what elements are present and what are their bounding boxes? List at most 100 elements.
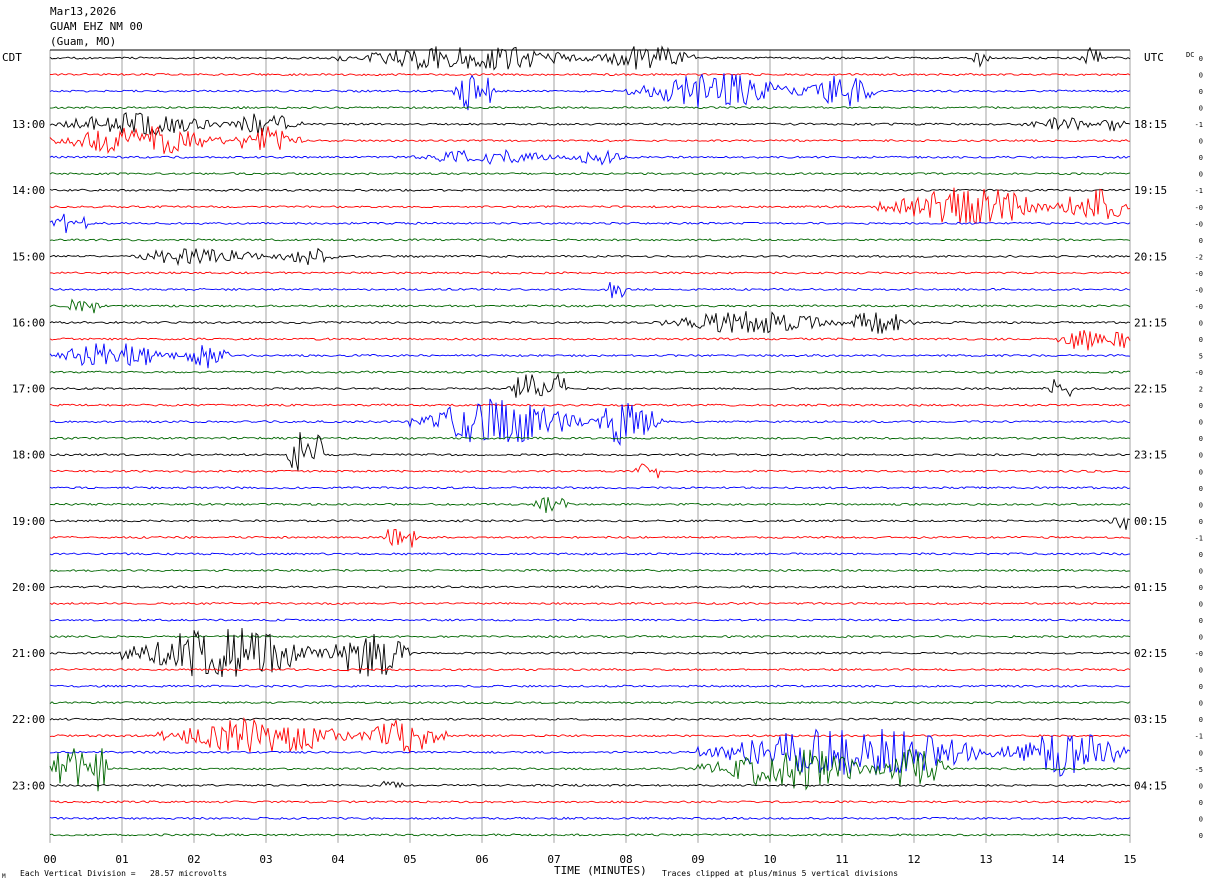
right-zone-label: UTC: [1144, 51, 1164, 64]
dc-offset-value: -0: [1195, 286, 1203, 294]
trace-line: [49, 717, 1131, 721]
trace-line: [49, 330, 1131, 351]
right-time-label: 18:15: [1134, 118, 1167, 131]
dc-offset-value: -0: [1195, 204, 1203, 212]
dc-offset-value: 0: [1199, 617, 1203, 625]
right-time-label: 20:15: [1134, 250, 1167, 263]
trace-line: [49, 585, 1131, 589]
trace-line: [49, 298, 1131, 314]
dc-offset-value: 2: [1199, 386, 1203, 394]
dc-offset-value: 0: [1199, 551, 1203, 559]
right-time-label: 01:15: [1134, 581, 1167, 594]
x-tick-label: 01: [115, 853, 128, 866]
right-time-label: 02:15: [1134, 647, 1167, 660]
x-tick-label: 06: [475, 853, 488, 866]
left-time-label: 15:00: [12, 250, 45, 263]
dc-offset-value: 0: [1199, 567, 1203, 575]
left-time-label: 20:00: [12, 581, 45, 594]
x-tick-label: 12: [907, 853, 920, 866]
left-time-label: 13:00: [12, 118, 45, 131]
x-tick-label: 08: [619, 853, 632, 866]
trace-line: [49, 372, 1131, 398]
x-tick-label: 00: [43, 853, 56, 866]
trace-line: [49, 370, 1131, 374]
dc-offset-value: -1: [1195, 534, 1203, 542]
dc-offset-value: 0: [1199, 154, 1203, 162]
x-tick-label: 15: [1123, 853, 1136, 866]
dc-offset-value: 0: [1199, 402, 1203, 410]
dc-offset-value: -1: [1195, 187, 1203, 195]
left-zone-label: CDT: [2, 51, 22, 64]
trace-line: [49, 436, 1131, 440]
left-time-labels: 13:00 14:00 15:00 16:00 17:00 18:00 19:00 20:00…: [12, 118, 45, 792]
trace-line: [49, 281, 1131, 299]
dc-offset-value: 0: [1199, 799, 1203, 807]
trace-line: [49, 486, 1131, 490]
right-time-label: 21:15: [1134, 316, 1167, 329]
trace-line: [49, 238, 1131, 242]
x-tick-label: 09: [691, 853, 704, 866]
dc-offset-value: 0: [1199, 667, 1203, 675]
trace-line: [49, 403, 1131, 407]
dc-offset-value: 0: [1199, 319, 1203, 327]
dc-offset-value: -2: [1195, 253, 1203, 261]
dc-offset-value: 0: [1199, 435, 1203, 443]
dc-offset-value: 0: [1199, 518, 1203, 526]
dc-offset-value: 0: [1199, 468, 1203, 476]
header-date: Mar13,2026: [50, 5, 116, 18]
dc-offset-value: 0: [1199, 105, 1203, 113]
dc-offset-labels: 0 0 0 0 -1 0 0 0 -1 -0 -0 0 -2 -0 -0 -0 0 0 5 -0 2 0 0 0 0 0 0 0 0 -1…: [1195, 55, 1203, 840]
x-axis-label: TIME (MINUTES): [554, 864, 647, 877]
dc-offset-value: 0: [1199, 55, 1203, 63]
dc-offset-value: -0: [1195, 650, 1203, 658]
dc-offset-value: 5: [1199, 353, 1203, 361]
trace-line: [49, 552, 1131, 556]
left-time-label: 17:00: [12, 383, 45, 396]
dc-offset-value: 0: [1199, 171, 1203, 179]
trace-line: [49, 800, 1131, 804]
trace-line: [49, 497, 1131, 513]
dc-offset-value: 0: [1199, 485, 1203, 493]
trace-line: [49, 271, 1131, 275]
dc-offset-value: 0: [1199, 452, 1203, 460]
dc-offset-value: 0: [1199, 832, 1203, 840]
x-tick-label: 04: [331, 853, 345, 866]
header-station: GUAM EHZ NM 00: [50, 20, 143, 33]
trace-line: [49, 213, 1131, 234]
trace-line: [49, 635, 1131, 639]
trace-line: [49, 148, 1130, 166]
dc-offset-value: 0: [1199, 88, 1203, 96]
trace-line: [49, 45, 1131, 71]
dc-offset-value: -0: [1195, 270, 1203, 278]
trace-line: [49, 618, 1131, 622]
dc-offset-value: 0: [1199, 683, 1203, 691]
dc-offset-value: 0: [1199, 700, 1203, 708]
dc-offset-value: 0: [1199, 716, 1203, 724]
trace-line: [49, 398, 1131, 446]
seismic-traces: [49, 45, 1131, 837]
dc-offset-value: 0: [1199, 72, 1203, 80]
right-time-label: 00:15: [1134, 515, 1167, 528]
trace-line: [49, 516, 1131, 530]
x-axis-ticks: 00 01 02 03 04 05 06 07 08 09 10 11 12 13 14 15: [43, 853, 1136, 866]
trace-line: [49, 112, 1131, 136]
trace-line: [49, 126, 1131, 155]
trace-line: [49, 247, 1131, 267]
dc-offset-value: 0: [1199, 584, 1203, 592]
dc-offset-value: 0: [1199, 782, 1203, 790]
dc-offset-value: -5: [1195, 766, 1203, 774]
dc-offset-value: -0: [1195, 303, 1203, 311]
left-time-label: 19:00: [12, 515, 45, 528]
right-time-label: 19:15: [1134, 184, 1167, 197]
trace-line: [49, 701, 1131, 705]
left-time-label: 18:00: [12, 449, 45, 462]
x-tick-label: 11: [835, 853, 848, 866]
x-tick-label: 10: [763, 853, 776, 866]
x-tick-label: 05: [403, 853, 416, 866]
left-time-label: 23:00: [12, 779, 45, 792]
right-time-label: 22:15: [1134, 383, 1167, 396]
dc-offset-value: -1: [1195, 733, 1203, 741]
x-tick-label: 14: [1051, 853, 1065, 866]
trace-line: [49, 748, 1131, 792]
